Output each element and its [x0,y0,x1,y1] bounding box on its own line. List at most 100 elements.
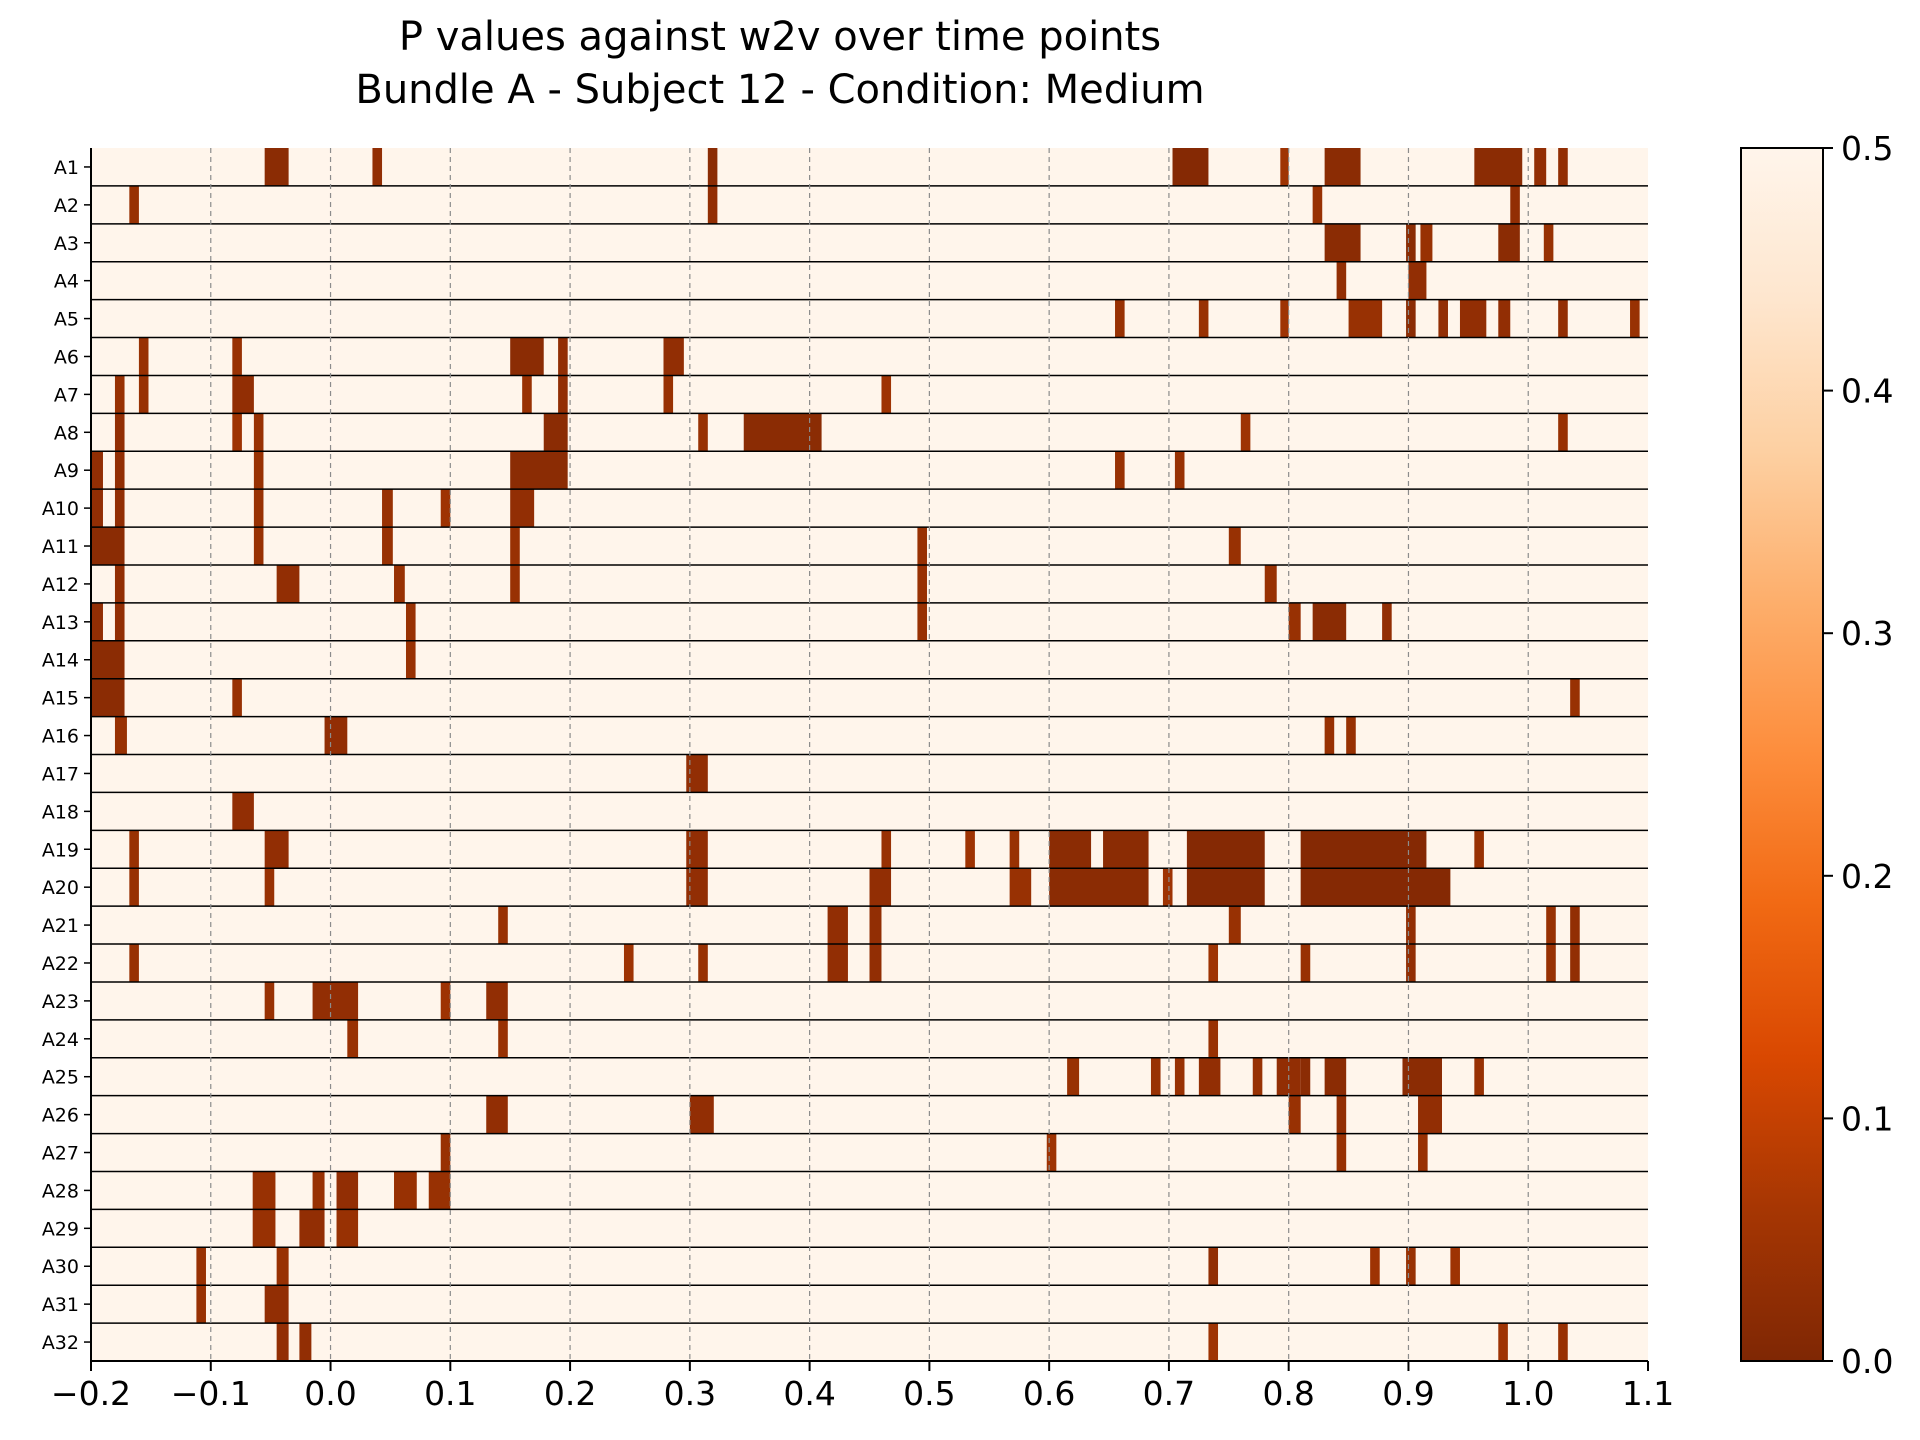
heatmap-cell [232,337,242,376]
heatmap-cell [1009,830,1020,869]
heatmap-cell [1418,1095,1442,1134]
y-tick-label: A9 [54,460,79,482]
heatmap-cell [138,375,149,414]
heatmap-cell [1438,299,1448,338]
heatmap-cell [324,716,348,755]
heatmap-cell [1420,223,1433,262]
heatmap-cell [1046,1133,1057,1172]
x-gridlines [210,148,1529,1361]
heatmap-cell [232,792,254,831]
heatmap-cell [881,375,892,414]
heatmap-cell [965,830,975,869]
colorbar: 0.0 0.1 0.2 0.3 0.4 0.5 [1740,129,1893,1381]
heatmap-cell [1115,299,1125,338]
heatmap-cell [686,754,708,793]
heatmap-cell [1115,451,1125,490]
y-tick-label: A31 [42,1294,79,1316]
heatmap-cell [869,944,882,982]
y-tick-label: A24 [42,1029,79,1051]
heatmap-cell [1198,299,1209,338]
heatmap-cell [707,148,718,186]
heatmap-cell [1510,185,1520,224]
heatmap-cell [686,868,708,907]
heatmap-cell [917,527,927,565]
heatmap-cell [1312,185,1323,224]
heatmap-cell [1174,451,1185,490]
heatmap-cell [1049,868,1149,907]
heatmap-cell [1498,1323,1508,1361]
heatmap-cell [91,451,103,490]
heatmap-cell [558,375,568,414]
heatmap-cell [1252,1057,1263,1096]
colorbar-tick-label: 0.5 [1841,129,1893,168]
y-tick-label: A30 [42,1256,79,1278]
heatmap-cell [1264,564,1277,603]
heatmap-cell [91,678,125,717]
heatmap-cell [253,451,264,490]
y-tick-label: A1 [54,157,79,179]
y-tick-label: A16 [42,726,79,748]
heatmap-cell [689,1095,714,1134]
y-tick-label: A18 [42,801,79,823]
x-tick-label: −0.1 [171,1374,251,1413]
heatmap-cell [1208,1323,1219,1361]
heatmap-cell [129,944,139,982]
x-tick-label: −0.2 [51,1374,131,1413]
heatmap-cell [1103,830,1149,869]
heatmap-cell [1288,1095,1301,1134]
colorbar-gradient [1740,147,1824,1362]
heatmap-cell [1198,1057,1221,1096]
heatmap-cell [743,413,822,452]
heatmap-cell [1208,1247,1219,1286]
heatmap-cell [686,830,708,869]
y-axis: A1 A2 A3 A4 A5 A6 A7 A8 A9 A10 A11 A12 A13 A14 A15 A16 A… [42,148,92,1361]
heatmap-cell [522,375,532,414]
y-tick-label: A3 [54,233,79,255]
heatmap-cell [1498,223,1520,262]
heatmap-cell [510,527,520,565]
heatmap-cell [299,1323,312,1361]
x-tick-label: 0.2 [544,1374,596,1413]
y-tick-label: A4 [54,271,79,293]
heatmap-cell [486,1095,508,1134]
heatmap-cell [1406,1247,1416,1286]
heatmap-cell [232,678,242,717]
heatmap-cell [114,716,127,755]
heatmap-cell [1186,830,1265,869]
heatmap-cell [1570,906,1580,945]
heatmap-cell [623,944,634,982]
heatmap-cell [1336,1095,1347,1134]
heatmap-cell [1172,148,1209,186]
heatmap-cell [869,868,892,907]
y-tick-label: A32 [42,1332,79,1354]
colorbar-tick-label: 0.0 [1841,1342,1893,1381]
heatmap-cell [1228,906,1241,945]
heatmap-cell [1570,678,1580,717]
heatmap-cell [543,413,568,452]
heatmap-cell [1558,1323,1568,1361]
heatmap-cell [498,1019,508,1058]
heatmap-cell [1498,299,1511,338]
y-tick-label: A20 [42,877,79,899]
heatmap-cell [1558,299,1568,338]
heatmap-cell [1558,148,1568,186]
heatmap-cell [1570,944,1580,982]
heatmap-cell [1546,944,1556,982]
heatmap-cell [264,981,275,1020]
heatmap-cell [1162,868,1173,907]
heatmap-cell [498,906,508,945]
heatmap-cell [1406,944,1416,982]
colorbar-tick-label: 0.1 [1841,1099,1893,1138]
heatmap-cell [707,185,718,224]
heatmap-cell [1240,413,1251,452]
y-tick-label: A7 [54,384,79,406]
heatmap-cell [1300,830,1427,869]
colorbar-tick-label: 0.2 [1841,857,1893,896]
heatmap-cell [1370,1247,1380,1286]
heatmap-cell [917,564,927,603]
heatmap-cell [114,564,125,603]
y-tick-label: A21 [42,915,79,937]
heatmap-cell [510,564,520,603]
heatmap-cell [827,944,848,982]
